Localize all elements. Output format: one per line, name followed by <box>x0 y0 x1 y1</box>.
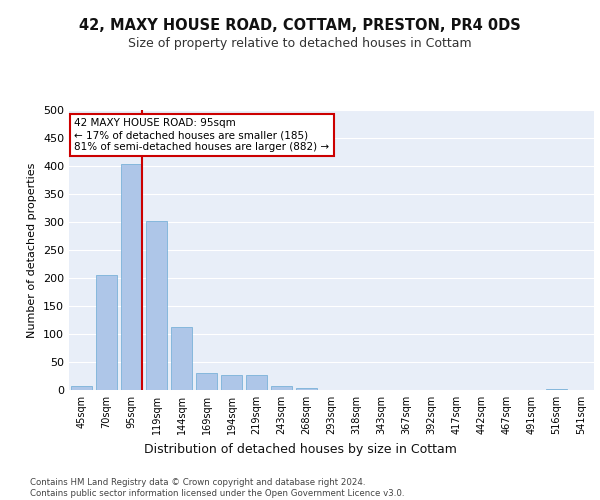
Text: Contains HM Land Registry data © Crown copyright and database right 2024.
Contai: Contains HM Land Registry data © Crown c… <box>30 478 404 498</box>
Bar <box>246 375 267 390</box>
Text: 42, MAXY HOUSE ROAD, COTTAM, PRESTON, PR4 0DS: 42, MAXY HOUSE ROAD, COTTAM, PRESTON, PR… <box>79 18 521 32</box>
Bar <box>221 375 242 390</box>
Text: 42 MAXY HOUSE ROAD: 95sqm
← 17% of detached houses are smaller (185)
81% of semi: 42 MAXY HOUSE ROAD: 95sqm ← 17% of detac… <box>74 118 329 152</box>
Bar <box>546 389 567 390</box>
Bar <box>196 373 217 390</box>
Bar <box>71 386 92 390</box>
Bar <box>296 388 317 390</box>
Bar <box>271 386 292 390</box>
Bar <box>146 221 167 390</box>
Text: Distribution of detached houses by size in Cottam: Distribution of detached houses by size … <box>143 442 457 456</box>
Bar <box>171 328 192 390</box>
Text: Size of property relative to detached houses in Cottam: Size of property relative to detached ho… <box>128 38 472 51</box>
Bar <box>96 275 117 390</box>
Bar <box>121 164 142 390</box>
Y-axis label: Number of detached properties: Number of detached properties <box>28 162 37 338</box>
